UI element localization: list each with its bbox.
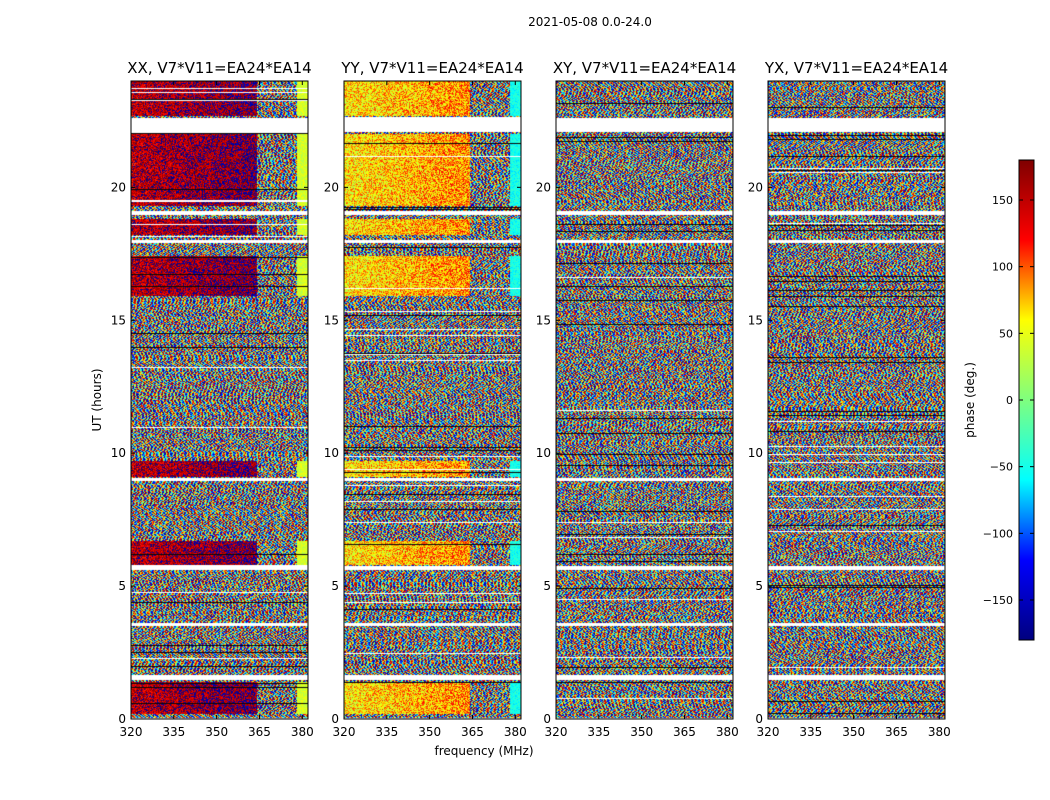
panel-frame [343,80,522,720]
phase-heatmap [768,81,945,719]
x-tick-label: 380 [716,725,739,739]
y-tick-label: 20 [536,180,551,194]
y-tick-label: 0 [118,712,126,726]
colorbar: 150 100 50 0 −50 −100 −150 [983,159,1035,641]
panel-title: YY, V7*V11=EA24*EA14 [340,59,523,77]
figure-suptitle: 2021-05-08 0.0-24.0 [528,15,652,29]
x-tick-label: 335 [375,725,398,739]
y-tick-label: 10 [536,446,551,460]
panel-title: XX, V7*V11=EA24*EA14 [127,59,311,77]
panel-title: XY, V7*V11=EA24*EA14 [553,59,736,77]
panel-frame [555,80,734,720]
y-tick-label: 15 [324,313,339,327]
y-tick-label: 5 [543,579,551,593]
x-tick-label: 365 [461,725,484,739]
x-tick-label: 320 [333,725,356,739]
colorbar-tick-label: −150 [983,594,1013,607]
y-tick-label: 10 [111,446,126,460]
y-tick-label: 15 [536,313,551,327]
y-tick-label: 20 [324,180,339,194]
panel-4: YX, V7*V11=EA24*EA14 320 335 350 365 380 0 5 10 1… [748,59,951,739]
y-tick-label: 0 [755,712,763,726]
colorbar-tick-label: 0 [1006,394,1013,407]
y-tick-label: 0 [543,712,551,726]
y-tick-label: 0 [331,712,339,726]
colorbar-tick-label: −100 [983,527,1013,540]
panel-frame [767,80,946,720]
phase-heatmap [556,81,733,719]
colorbar-label: phase (deg.) [963,362,977,438]
x-tick-label: 335 [162,725,185,739]
panel-frame [130,80,309,720]
phase-heatmap [344,81,521,719]
x-tick-label: 380 [291,725,314,739]
colorbar-tick-label: 50 [999,327,1013,340]
y-axis-label: UT (hours) [90,368,104,431]
panel-1: XX, V7*V11=EA24*EA14 320 335 350 365 380 0 5 10 1… [111,59,314,739]
phase-heatmap [131,81,308,719]
x-tick-label: 380 [928,725,951,739]
y-tick-label: 10 [324,446,339,460]
panels-layer: XX, V7*V11=EA24*EA14 320 335 350 365 380 0 5 10 1… [111,59,951,739]
x-tick-label: 320 [757,725,780,739]
x-tick-label: 320 [120,725,143,739]
y-tick-label: 5 [755,579,763,593]
y-tick-label: 10 [748,446,763,460]
y-tick-label: 15 [748,313,763,327]
y-tick-label: 20 [111,180,126,194]
x-tick-label: 350 [630,725,653,739]
x-tick-label: 335 [799,725,822,739]
x-tick-label: 320 [545,725,568,739]
y-tick-label: 15 [111,313,126,327]
x-tick-label: 365 [885,725,908,739]
x-tick-label: 380 [504,725,527,739]
y-tick-label: 5 [331,579,339,593]
colorbar-tick-label: 150 [992,194,1013,207]
panel-2: YY, V7*V11=EA24*EA14 320 335 350 365 380 0 5 10 1… [324,59,527,739]
y-tick-label: 20 [748,180,763,194]
y-tick-label: 5 [118,579,126,593]
x-tick-label: 335 [587,725,610,739]
panel-title: YX, V7*V11=EA24*EA14 [764,59,948,77]
x-tick-label: 350 [205,725,228,739]
x-tick-label: 365 [248,725,271,739]
colorbar-tick-label: −50 [990,461,1013,474]
x-tick-label: 350 [418,725,441,739]
x-axis-label: frequency (MHz) [434,744,533,758]
x-tick-label: 350 [842,725,865,739]
colorbar-tick-label: 100 [992,261,1013,274]
panel-3: XY, V7*V11=EA24*EA14 320 335 350 365 380 0 5 10 1… [536,59,739,739]
x-tick-label: 365 [673,725,696,739]
